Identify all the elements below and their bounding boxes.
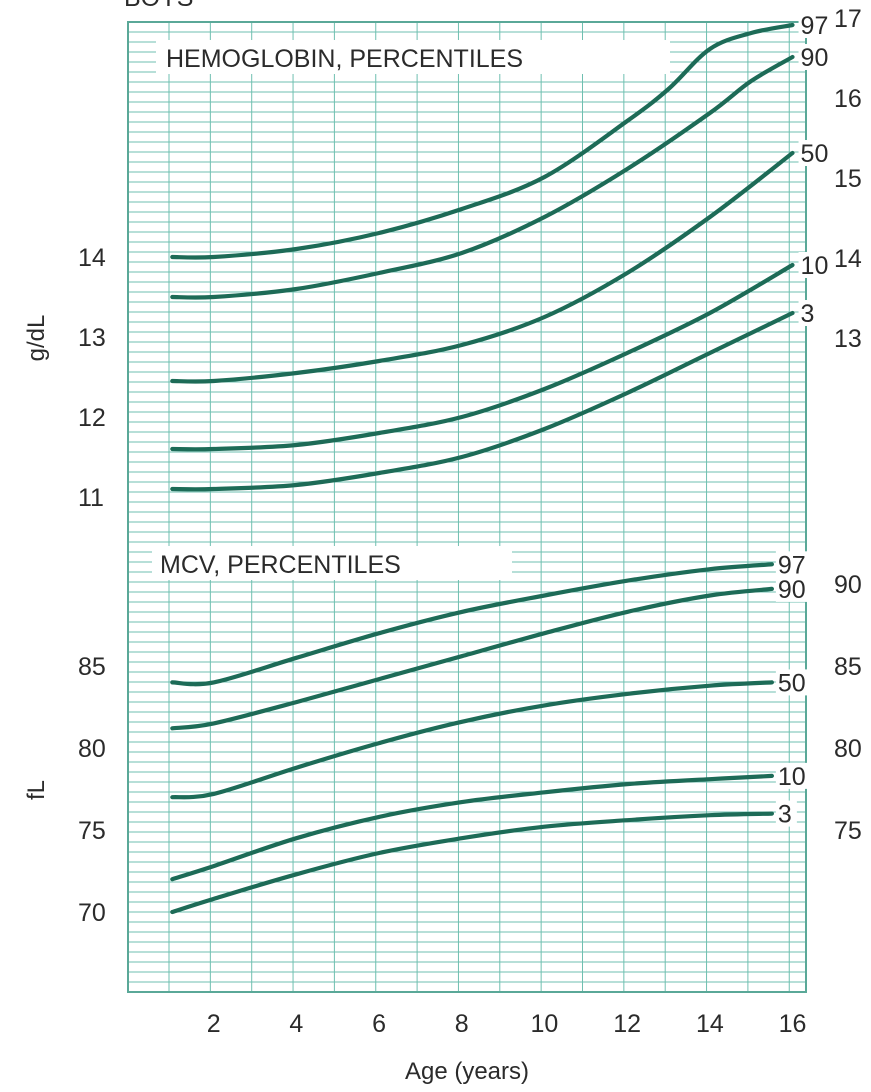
percentile-97-curve: [170, 22, 795, 260]
percentile-3-curve: [170, 310, 795, 492]
series-label-bg: [798, 300, 820, 326]
curves-layer: [170, 22, 795, 915]
hemoglobin-left-tick: 12: [78, 404, 106, 432]
series-label-bg: [798, 12, 835, 38]
text-layer: HEMOGLOBIN, PERCENTILES MCV, PERCENTILES g…: [23, 5, 862, 1085]
hemoglobin-y-label: g/dL: [23, 315, 50, 362]
mcv-left-tick: 75: [78, 817, 106, 845]
mcv-title: MCV, PERCENTILES: [160, 551, 401, 579]
percentile-90-curve: [170, 586, 774, 731]
hemoglobin-right-tick: 16: [834, 85, 862, 113]
hemoglobin-title: HEMOGLOBIN, PERCENTILES: [166, 45, 523, 73]
series-label-50: 50: [801, 140, 829, 168]
x-tick-label: 6: [372, 1010, 386, 1038]
series-label-90: 90: [801, 44, 829, 72]
mcv-right-tick: 75: [834, 817, 862, 845]
mcv-right-tick: 85: [834, 653, 862, 681]
percentile-10-curve: [170, 262, 795, 452]
series-label-10: 10: [778, 763, 806, 791]
series-label-3: 3: [801, 300, 815, 328]
series-label-50: 50: [778, 669, 806, 697]
hemoglobin-right-tick: 15: [834, 165, 862, 193]
mcv-right-tick: 90: [834, 571, 862, 599]
series-label-bg: [798, 252, 835, 278]
series-label-3: 3: [778, 801, 792, 829]
mcv-y-label: fL: [23, 780, 50, 800]
hemoglobin-right-tick: 14: [834, 245, 862, 273]
hemoglobin-right-tick: 17: [834, 5, 862, 33]
mcv-left-tick: 85: [78, 653, 106, 681]
mcv-left-tick: 70: [78, 899, 106, 927]
percentile-10-curve: [170, 773, 774, 882]
percentile-97-curve: [170, 562, 774, 687]
x-axis-label: Age (years): [405, 1058, 529, 1085]
chart-grid: [128, 22, 806, 992]
series-label-bg: [775, 669, 812, 696]
series-label-97: 97: [778, 551, 806, 579]
hemoglobin-right-tick: 13: [834, 325, 862, 353]
mcv-left-tick: 80: [78, 735, 106, 763]
x-tick-label: 10: [531, 1010, 559, 1038]
series-label-bg: [798, 140, 835, 166]
series-label-10: 10: [801, 252, 829, 280]
percentile-90-curve: [170, 54, 795, 300]
series-label-bg: [775, 800, 797, 827]
series-label-90: 90: [778, 576, 806, 604]
hemoglobin-title-bg: [156, 40, 670, 74]
x-tick-label: 12: [613, 1010, 641, 1038]
header-text: BOYS: [124, 0, 193, 12]
series-label-bg: [775, 575, 812, 602]
series-label-bg: [775, 762, 812, 789]
hemoglobin-left-tick: 13: [78, 324, 106, 352]
plot-frame: [127, 21, 807, 993]
percentile-50-curve: [170, 150, 795, 384]
x-tick-label: 2: [207, 1010, 221, 1038]
series-label-bg: [798, 44, 835, 70]
x-tick-label: 16: [779, 1010, 807, 1038]
x-tick-label: 4: [289, 1010, 303, 1038]
hemoglobin-left-tick: 14: [78, 244, 106, 272]
percentile-50-curve: [170, 680, 774, 800]
x-tick-label: 14: [696, 1010, 724, 1038]
percentile-3-curve: [170, 811, 774, 915]
hemoglobin-left-tick: 11: [78, 484, 104, 512]
mcv-right-tick: 80: [834, 735, 862, 763]
mcv-title-bg: [152, 546, 512, 580]
series-label-bg: [775, 551, 812, 578]
series-label-97: 97: [801, 12, 829, 40]
x-tick-label: 8: [455, 1010, 469, 1038]
